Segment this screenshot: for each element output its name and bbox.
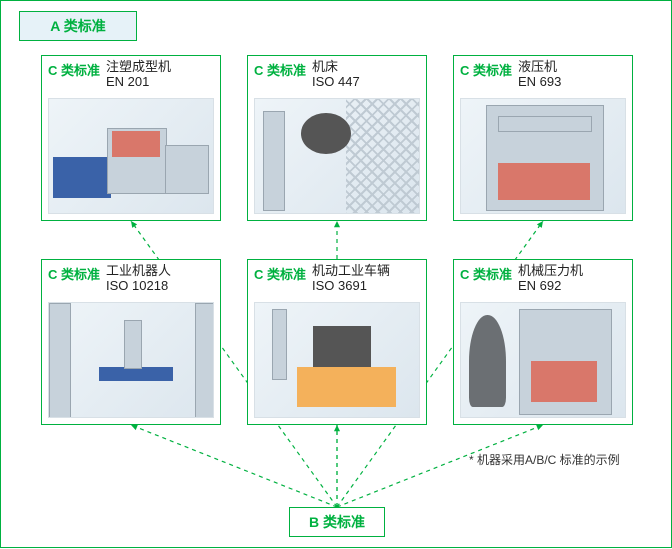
card-title: 液压机EN 693: [518, 60, 561, 90]
c-standard-label: C 类标准: [48, 60, 100, 79]
c-standard-label: C 类标准: [48, 264, 100, 283]
machine-illustration: [48, 98, 214, 214]
machine-illustration: [254, 98, 420, 214]
diagram-canvas: A 类标准B 类标准* 机器采用A/B/C 标准的示例C 类标准注塑成型机EN …: [0, 0, 672, 548]
card-hydraulic: C 类标准液压机EN 693: [453, 55, 633, 221]
card-title: 工业机器人ISO 10218: [106, 264, 171, 294]
card-injection: C 类标准注塑成型机EN 201: [41, 55, 221, 221]
card-title: 注塑成型机EN 201: [106, 60, 171, 90]
c-standard-label: C 类标准: [254, 60, 306, 79]
machine-illustration: [254, 302, 420, 418]
b-standard-label: B 类标准: [289, 507, 385, 537]
standard-code: EN 201: [106, 75, 171, 90]
c-standard-label: C 类标准: [460, 60, 512, 79]
machine-illustration: [48, 302, 214, 418]
machine-name: 机动工业车辆: [312, 264, 390, 279]
standard-code: EN 692: [518, 279, 583, 294]
standard-code: ISO 10218: [106, 279, 171, 294]
card-robot: C 类标准工业机器人ISO 10218: [41, 259, 221, 425]
card-title: 机床ISO 447: [312, 60, 360, 90]
standard-code: EN 693: [518, 75, 561, 90]
machine-name: 工业机器人: [106, 264, 171, 279]
card-title: 机械压力机EN 692: [518, 264, 583, 294]
card-press: C 类标准机械压力机EN 692: [453, 259, 633, 425]
c-standard-label: C 类标准: [460, 264, 512, 283]
standard-code: ISO 447: [312, 75, 360, 90]
machine-name: 机床: [312, 60, 360, 75]
machine-name: 液压机: [518, 60, 561, 75]
c-standard-label: C 类标准: [254, 264, 306, 283]
machine-name: 机械压力机: [518, 264, 583, 279]
footnote-text: * 机器采用A/B/C 标准的示例: [469, 451, 620, 468]
card-machinetool: C 类标准机床ISO 447: [247, 55, 427, 221]
machine-illustration: [460, 302, 626, 418]
card-title: 机动工业车辆ISO 3691: [312, 264, 390, 294]
a-standard-label: A 类标准: [19, 11, 137, 41]
card-truck: C 类标准机动工业车辆ISO 3691: [247, 259, 427, 425]
machine-name: 注塑成型机: [106, 60, 171, 75]
standard-code: ISO 3691: [312, 279, 390, 294]
machine-illustration: [460, 98, 626, 214]
